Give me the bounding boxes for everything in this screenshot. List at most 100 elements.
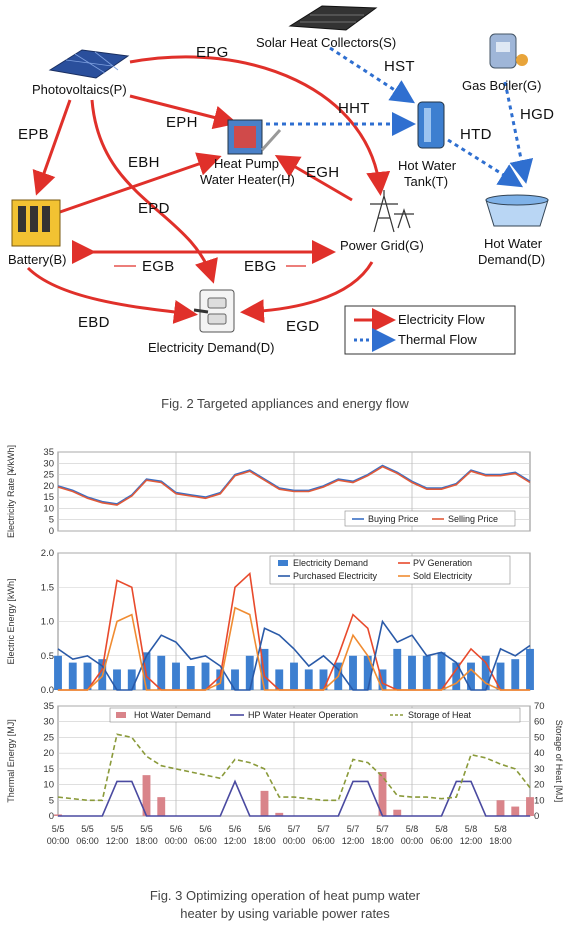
solar-collector-icon <box>288 5 378 31</box>
panel-1-ytick: 2.0 <box>41 548 54 559</box>
bar-hot-water-demand <box>393 809 402 816</box>
panel-0-legend-box <box>344 510 516 527</box>
outlet-icon <box>193 289 235 333</box>
panel-0-ytick: 25 <box>43 470 54 481</box>
heat-pump-icon <box>227 119 282 155</box>
x-tick-time: 06:00 <box>76 836 99 846</box>
panel-2-y2tick: 20 <box>534 780 545 791</box>
pv-panel-icon <box>48 49 130 79</box>
x-tick-date: 5/7 <box>317 824 330 834</box>
x-tick-date: 5/8 <box>465 824 478 834</box>
flow-egd-arrow <box>240 261 374 324</box>
legend-thermal-label: Thermal Flow <box>398 332 477 347</box>
node-gas-boiler: Gas Boiler(G) <box>462 78 542 93</box>
panel-2-ytick: 35 <box>43 701 54 712</box>
bar-electricity-demand <box>496 662 505 690</box>
panel-1-legend-entry: PV Generation <box>413 558 472 568</box>
bar-electricity-demand <box>231 669 239 690</box>
bar-electricity-demand <box>201 662 210 690</box>
battery-icon <box>11 199 61 247</box>
bar-electricity-demand <box>511 659 520 690</box>
panel-2-legend-entry: Storage of Heat <box>408 710 472 720</box>
panel-2-ytick: 20 <box>43 748 54 759</box>
bar-electricity-demand <box>467 662 475 690</box>
bar-electricity-demand <box>408 655 416 690</box>
panel-2-legend-swatch <box>116 712 126 718</box>
node-heat-pump-line2: Water Heater(H) <box>200 172 295 187</box>
bar-electricity-demand <box>393 648 402 690</box>
x-tick-time: 12:00 <box>106 836 129 846</box>
flow-ebg-label: EBG <box>244 258 277 275</box>
panel-1-legend-entry: Purchased Electricity <box>293 571 378 581</box>
fig2-arrows <box>11 5 549 355</box>
panel-2-ytick: 25 <box>43 732 54 743</box>
flow-htd-label: HTD <box>460 126 492 143</box>
panel-2-y2tick: 30 <box>534 764 545 775</box>
x-tick-date: 5/7 <box>376 824 389 834</box>
x-tick-date: 5/5 <box>140 824 153 834</box>
x-tick-date: 5/7 <box>347 824 360 834</box>
legend-electricity-label: Electricity Flow <box>398 312 485 327</box>
x-tick-time: 18:00 <box>135 836 158 846</box>
bar-hot-water-demand <box>496 800 505 816</box>
flow-egb-label: EGB <box>142 258 175 275</box>
panel-2-ytick: 15 <box>43 764 54 775</box>
bar-electricity-demand <box>157 655 166 690</box>
flow-epb-label: EPB <box>18 126 49 143</box>
x-tick-date: 5/8 <box>435 824 448 834</box>
panel-2-ytick: 0 <box>49 811 54 822</box>
fig3-chart-area: 0 5 10 15 20 25 30 35 Electricity Rate [¥/kWh] Bu… <box>0 440 570 860</box>
bar-electricity-demand <box>422 655 431 690</box>
panel-0-ytick: 15 <box>43 492 54 503</box>
bar-electricity-demand <box>319 669 328 690</box>
bathtub-icon <box>485 194 549 227</box>
bar-electricity-demand <box>275 669 284 690</box>
fig3-caption-line2: heater by using variable power rates <box>180 906 390 921</box>
bar-electricity-demand <box>68 662 77 690</box>
x-tick-time: 00:00 <box>47 836 70 846</box>
x-tick-time: 06:00 <box>430 836 453 846</box>
node-tank-line1: Hot Water <box>398 158 457 173</box>
node-hot-water-demand-line2: Demand(D) <box>478 252 546 267</box>
panel-0-ytick: 10 <box>43 503 54 514</box>
bar-electricity-demand <box>113 669 121 690</box>
bar-electricity-demand <box>378 669 387 690</box>
bar-electricity-demand <box>172 662 180 690</box>
panel-2-y2tick: 10 <box>534 795 545 806</box>
flow-ebh-arrow <box>59 152 222 214</box>
x-tick-time: 12:00 <box>342 836 365 846</box>
flow-egd-label: EGD <box>286 318 320 335</box>
node-hot-water-demand-line1: Hot Water <box>484 236 543 251</box>
bar-electricity-demand <box>526 648 534 690</box>
x-tick-time: 18:00 <box>371 836 394 846</box>
line-purchased-electricity <box>57 619 531 691</box>
panel-2-y2tick: 50 <box>534 732 545 743</box>
panel-2-legend-box <box>109 707 521 723</box>
bar-electricity-demand <box>304 669 313 690</box>
x-tick-time: 18:00 <box>489 836 512 846</box>
panel-1-ytick: 0.5 <box>41 651 54 662</box>
panel-1-ylabel: Electric Energy [kWh] <box>6 578 16 664</box>
bar-electricity-demand <box>127 669 136 690</box>
panel-2-y2tick: 70 <box>534 701 545 712</box>
node-electricity-demand: Electricity Demand(D) <box>148 340 275 355</box>
node-heat-pump-line1: Heat Pump <box>214 156 280 171</box>
flow-egh-arrow <box>274 154 353 202</box>
panel-2-y2tick: 40 <box>534 748 545 759</box>
node-solar-collectors: Solar Heat Collectors(S) <box>256 35 397 50</box>
x-tick-date: 5/6 <box>229 824 242 834</box>
flow-hht-label: HHT <box>338 100 370 117</box>
bar-electricity-demand <box>363 655 372 690</box>
bar-hot-water-demand <box>511 806 520 816</box>
bar-hot-water-demand <box>142 775 151 816</box>
panel-2-ytick: 5 <box>49 795 54 806</box>
power-tower-icon <box>370 190 414 233</box>
x-tick-time: 12:00 <box>460 836 483 846</box>
panel-2-legend-entry: HP Water Heater Operation <box>248 710 358 720</box>
panel-0-ytick: 35 <box>43 447 54 458</box>
fig2-diagram: Photovoltaics(P) Solar Heat Collectors(S… <box>0 0 570 380</box>
bar-hot-water-demand <box>275 812 284 816</box>
x-tick-date: 5/7 <box>288 824 301 834</box>
line-selling-price <box>57 465 531 506</box>
x-tick-time: 00:00 <box>283 836 306 846</box>
